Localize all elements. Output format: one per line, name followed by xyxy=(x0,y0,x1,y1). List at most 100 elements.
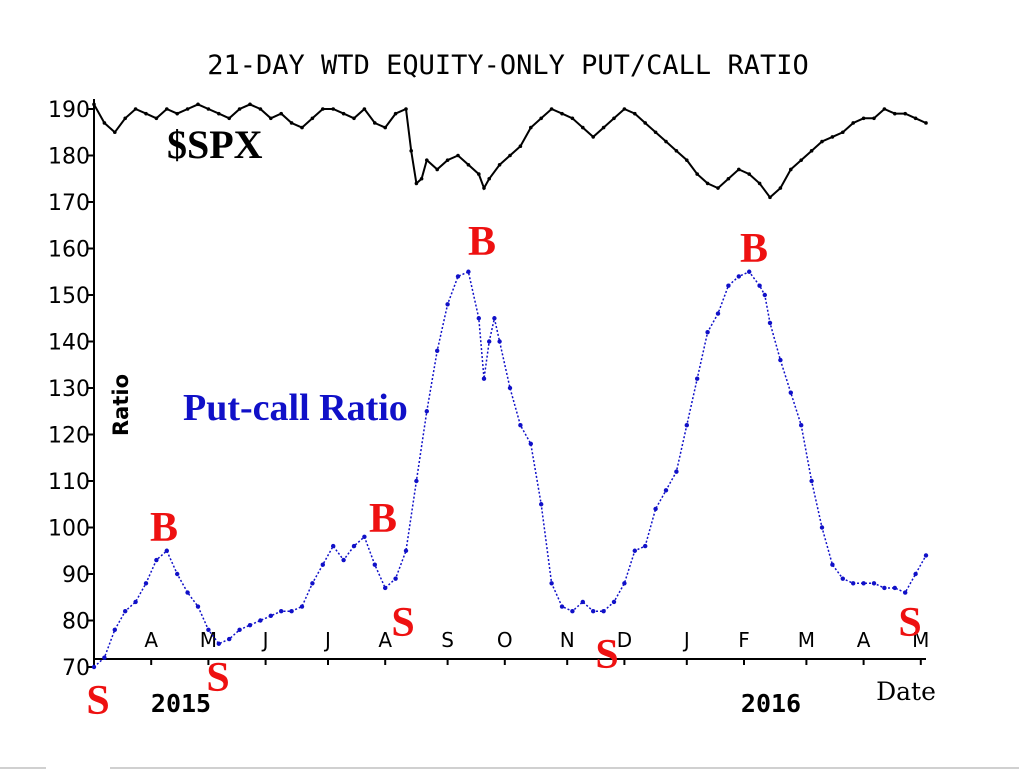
spx-data-point xyxy=(737,167,741,172)
year-label-2016: 2016 xyxy=(741,689,801,718)
spx-data-point xyxy=(445,158,450,162)
spx-data-point xyxy=(154,116,159,121)
put-call-data-point xyxy=(851,581,856,586)
spx-data-point xyxy=(237,107,242,111)
put-call-data-point xyxy=(112,627,118,632)
spx-data-point xyxy=(331,107,336,111)
put-call-data-point xyxy=(351,543,357,549)
spx-data-point xyxy=(352,116,356,121)
spx-data-point xyxy=(414,181,419,186)
spx-data-point xyxy=(425,158,429,162)
y-tick-label: 140 xyxy=(48,331,90,356)
put-call-data-point xyxy=(216,641,221,646)
put-call-data-point xyxy=(175,571,180,577)
put-call-data-point xyxy=(674,469,679,474)
put-call-data-point xyxy=(762,292,767,298)
put-call-data-point xyxy=(258,618,263,623)
spx-data-point xyxy=(185,107,190,111)
spx-series-line xyxy=(93,103,927,199)
put-call-data-point xyxy=(715,311,721,316)
x-tick-label: N xyxy=(560,628,575,652)
put-call-data-point xyxy=(123,609,128,614)
put-call-data-point xyxy=(185,590,190,595)
spx-data-point xyxy=(789,167,793,172)
put-call-data-point xyxy=(289,609,294,614)
put-call-data-point xyxy=(736,274,741,279)
x-axis-label: Date xyxy=(876,677,936,706)
y-axis: 70 80 90 100 110 120 130 140 150 160 170 180 190 xyxy=(48,98,95,681)
put-call-data-point xyxy=(206,627,211,632)
put-call-data-point xyxy=(871,581,877,586)
put-call-data-point xyxy=(195,604,201,609)
spx-data-point xyxy=(799,158,803,162)
bottom-divider xyxy=(0,767,46,769)
x-tick-label: M xyxy=(912,628,929,652)
spx-data-point xyxy=(757,181,762,186)
x-tick-label: A xyxy=(144,628,158,652)
x-tick-label: S xyxy=(441,628,454,652)
spx-data-point xyxy=(820,139,824,144)
spx-data-point xyxy=(581,125,585,130)
spx-data-point xyxy=(809,149,814,153)
put-call-data-point xyxy=(559,604,565,609)
y-tick-label: 160 xyxy=(48,238,90,263)
put-call-data-point xyxy=(518,423,523,428)
bottom-divider xyxy=(110,767,1019,769)
spx-data-point xyxy=(92,102,96,107)
put-call-data-point xyxy=(861,581,866,586)
spx-data-point xyxy=(217,111,221,116)
spx-data-point xyxy=(539,116,543,121)
spx-data-point xyxy=(549,107,554,111)
spx-data-point xyxy=(664,139,668,144)
put-call-data-point xyxy=(778,357,783,363)
put-call-data-point xyxy=(299,604,305,609)
spx-data-point xyxy=(893,111,897,116)
spx-data-point xyxy=(674,149,679,153)
put-call-data-point xyxy=(383,585,388,591)
spx-data-point xyxy=(830,135,835,139)
spx-data-point xyxy=(903,111,907,116)
buy-signal-marker: B xyxy=(150,505,178,551)
y-axis-label: Ratio xyxy=(109,374,133,436)
spx-data-point xyxy=(477,172,481,176)
spx-data-point xyxy=(653,130,658,135)
put-call-data-point xyxy=(393,576,398,581)
spx-data-point xyxy=(165,107,169,111)
spx-data-point xyxy=(248,102,252,107)
put-call-data-point xyxy=(549,581,554,586)
put-call-data-point xyxy=(310,581,315,586)
spx-data-point xyxy=(289,121,294,125)
spx-data-point xyxy=(716,186,720,190)
put-call-data-point xyxy=(424,409,429,414)
put-call-data-point xyxy=(237,627,242,632)
spx-data-point xyxy=(419,176,424,181)
spx-data-point xyxy=(435,167,440,172)
put-call-series-line xyxy=(93,270,927,668)
put-call-series-label: Put-call Ratio xyxy=(183,387,408,429)
spx-data-point xyxy=(102,121,107,125)
spx-data-point xyxy=(206,107,211,111)
put-call-data-point xyxy=(528,441,533,446)
spx-data-point xyxy=(913,116,918,121)
put-call-data-point xyxy=(622,581,627,586)
put-call-data-point xyxy=(799,423,804,428)
x-tick-label: A xyxy=(857,628,871,652)
spx-data-point xyxy=(175,111,179,116)
spx-data-point xyxy=(747,172,751,176)
put-call-data-point xyxy=(341,557,346,563)
put-call-data-point xyxy=(913,571,918,577)
put-call-data-point xyxy=(372,562,377,567)
y-tick-label: 110 xyxy=(48,470,90,495)
put-call-data-point xyxy=(331,543,336,549)
signal-markers: B B B B S S S S S xyxy=(86,219,921,724)
put-call-data-point xyxy=(591,609,596,614)
y-tick-label: 70 xyxy=(62,656,90,681)
buy-signal-marker: B xyxy=(468,219,496,265)
spx-data-point xyxy=(227,116,231,121)
x-tick-label: D xyxy=(617,628,632,652)
spx-data-point xyxy=(144,111,148,116)
x-tick-label: J xyxy=(323,628,331,652)
put-call-data-point xyxy=(788,390,793,395)
